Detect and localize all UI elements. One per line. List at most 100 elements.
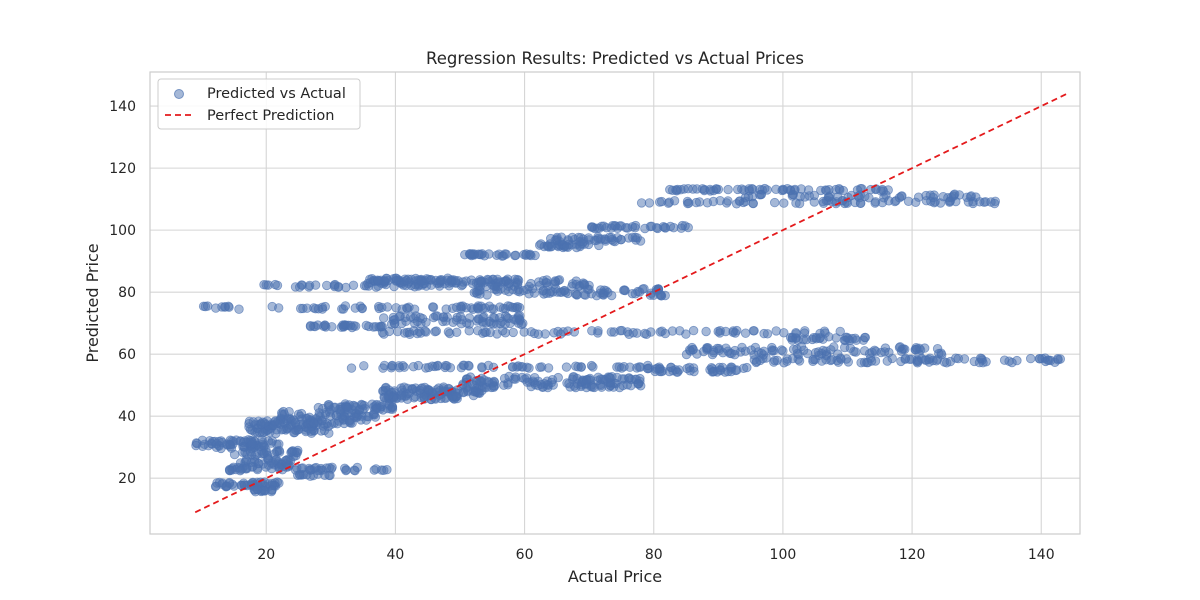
scatter-point — [202, 301, 213, 311]
scatter-point — [248, 417, 259, 427]
scatter-point — [688, 363, 699, 373]
y-tick-label: 140 — [109, 99, 136, 115]
chart-title: Regression Results: Predicted vs Actual … — [426, 49, 804, 68]
scatter-point — [473, 304, 484, 314]
scatter-point — [404, 302, 414, 312]
scatter-point — [746, 345, 756, 355]
scatter-point — [313, 402, 324, 413]
scatter-point — [708, 346, 719, 356]
scatter-point — [252, 484, 263, 495]
scatter-point — [618, 380, 628, 391]
scatter-point — [456, 363, 467, 373]
scatter-point — [350, 466, 360, 476]
scatter-point — [851, 347, 861, 357]
scatter-point — [440, 362, 450, 373]
scatter-point — [341, 465, 351, 475]
scatter-point — [378, 405, 388, 415]
y-tick-label: 80 — [118, 285, 136, 301]
scatter-point — [589, 382, 600, 393]
scatter-point — [392, 326, 403, 337]
legend: Predicted vs Actual Perfect Prediction — [157, 78, 361, 130]
scatter-point — [953, 353, 964, 364]
scatter-point — [290, 427, 300, 438]
scatter-point — [1055, 354, 1066, 364]
scatter-point — [671, 185, 681, 195]
scatter-point — [757, 185, 768, 195]
scatter-point — [656, 290, 666, 300]
scatter-point — [443, 327, 454, 337]
scatter-point — [513, 279, 523, 290]
scatter-point — [683, 198, 693, 209]
scatter-point — [642, 363, 653, 374]
scatter-point — [348, 280, 359, 291]
scatter-point — [383, 391, 394, 401]
scatter-point — [473, 249, 484, 259]
x-tick-label: 140 — [1028, 547, 1055, 563]
scatter-point — [229, 449, 240, 460]
scatter-point — [377, 321, 387, 332]
scatter-point — [676, 223, 687, 233]
scatter-point — [391, 275, 402, 286]
scatter-point — [533, 329, 544, 339]
scatter-point — [568, 279, 578, 289]
scatter-point — [428, 302, 439, 312]
scatter-point — [609, 327, 619, 337]
scatter-point — [488, 381, 499, 391]
scatter-point — [274, 462, 285, 473]
scatter-point — [604, 372, 615, 383]
scatter-point — [666, 362, 676, 373]
scatter-point — [538, 382, 548, 392]
y-tick-labels: 20 40 60 80 100 120 140 — [109, 99, 136, 487]
scatter-point — [511, 250, 521, 261]
scatter-point — [524, 363, 534, 373]
scatter-point — [341, 402, 352, 412]
scatter-point — [770, 355, 780, 366]
scatter-point — [894, 342, 905, 353]
scatter-point — [421, 363, 431, 373]
scatter-point — [321, 322, 331, 332]
scatter-point — [914, 349, 924, 360]
scatter-point — [701, 326, 711, 337]
scatter-point — [461, 303, 472, 313]
scatter-point — [441, 304, 451, 314]
scatter-point — [564, 379, 574, 389]
scatter-point — [838, 185, 849, 196]
scatter-point — [864, 349, 875, 359]
scatter-point — [217, 437, 227, 448]
scatter-point — [430, 327, 440, 337]
scatter-point — [241, 455, 251, 465]
scatter-points — [191, 183, 1066, 497]
scatter-point — [511, 315, 521, 325]
scatter-point — [521, 250, 531, 261]
scatter-point — [622, 223, 633, 233]
scatter-point — [338, 320, 348, 330]
scatter-point — [373, 276, 383, 286]
scatter-point — [345, 418, 356, 428]
scatter-point — [397, 318, 407, 329]
scatter-point — [667, 326, 678, 336]
scatter-point — [249, 454, 260, 465]
scatter-point — [640, 328, 650, 339]
x-tick-label: 100 — [770, 547, 797, 563]
x-tick-labels: 20 40 60 80 100 120 140 — [257, 547, 1054, 563]
scatter-point — [485, 327, 495, 338]
scatter-point — [359, 361, 369, 371]
scatter-point — [296, 280, 307, 290]
scatter-point — [749, 326, 759, 336]
scatter-point — [657, 196, 667, 207]
scatter-point — [252, 464, 263, 475]
scatter-point — [535, 240, 545, 250]
scatter-point — [354, 405, 365, 415]
scatter-point — [632, 233, 642, 243]
scatter-point — [803, 348, 813, 359]
scatter-point — [420, 326, 430, 336]
scatter-point — [412, 328, 423, 339]
scatter-point — [588, 362, 598, 372]
scatter-point — [636, 198, 647, 208]
scatter-point — [876, 347, 886, 358]
scatter-point — [464, 249, 475, 259]
scatter-point — [635, 373, 645, 384]
scatter-point — [483, 360, 494, 371]
scatter-point — [561, 287, 571, 298]
